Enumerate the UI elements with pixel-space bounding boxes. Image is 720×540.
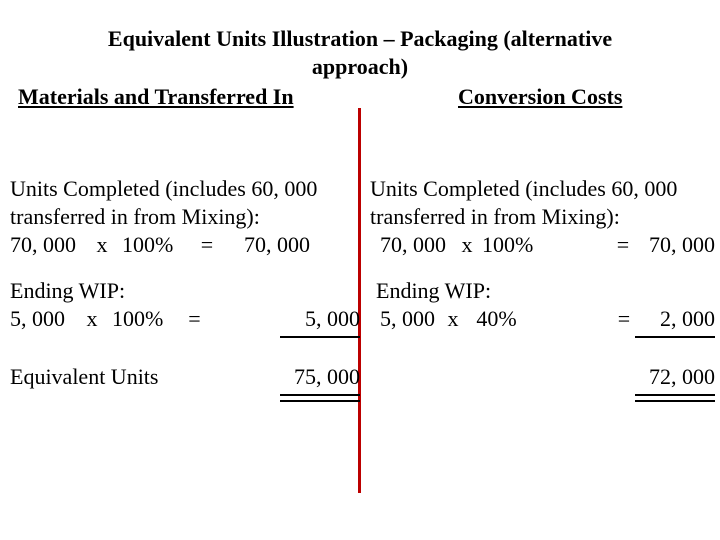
right-wip-calc: 5, 000 x 40% = 2, 000 [370, 306, 715, 342]
left-wip-eq: = [177, 306, 212, 332]
left-comp-units: 70, 000 [10, 232, 82, 258]
left-eq-total-wrap: 75, 000 [280, 364, 360, 402]
right-eq-total: 72, 000 [635, 364, 715, 390]
heading-left: Materials and Transferred In [10, 84, 363, 110]
right-column: Units Completed (includes 60, 000 transf… [370, 175, 715, 402]
right-wip-eq: = [613, 306, 635, 332]
title-line1: Equivalent Units Illustration – Packagin… [108, 26, 612, 51]
left-completed-calc: 70, 000 x 100% = 70, 000 [10, 232, 360, 258]
right-comp-result: 70, 000 [633, 232, 715, 258]
right-comp-units: 70, 000 [380, 232, 452, 258]
right-wip-result: 2, 000 [635, 306, 715, 332]
left-wip-units: 5, 000 [10, 306, 72, 332]
left-eq-row: Equivalent Units 75, 000 [10, 364, 360, 402]
right-completed-line1: Units Completed (includes 60, 000 [370, 176, 677, 201]
left-wip-result: 5, 000 [280, 306, 360, 332]
right-wip-units: 5, 000 [380, 306, 442, 332]
completed-text-right: Units Completed (includes 60, 000 transf… [370, 175, 715, 230]
left-column: Units Completed (includes 60, 000 transf… [10, 175, 360, 402]
right-wip-pct: 40% [464, 306, 529, 332]
left-eq-total: 75, 000 [280, 364, 360, 390]
right-comp-pct: 100% [482, 232, 540, 258]
left-wip-calc: 5, 000 x 100% = 5, 000 [10, 306, 360, 342]
left-comp-eq: = [182, 232, 232, 258]
single-rule-left [280, 336, 360, 338]
left-wip-label: Ending WIP: [10, 278, 360, 304]
left-wip-x: x [72, 306, 112, 332]
left-comp-x: x [82, 232, 122, 258]
right-eq-row: 72, 000 [370, 364, 715, 402]
right-completed-calc: 70, 000 x 100% = 70, 000 [370, 232, 715, 258]
single-rule-right [635, 336, 715, 338]
left-wip-pct: 100% [112, 306, 177, 332]
right-wip-label: Ending WIP: [370, 278, 715, 304]
title-line2: approach) [312, 54, 408, 79]
right-wip-result-wrap: 2, 000 [635, 306, 715, 342]
heading-right: Conversion Costs [363, 84, 710, 110]
completed-text-left: Units Completed (includes 60, 000 transf… [10, 175, 360, 230]
left-completed-line1: Units Completed (includes 60, 000 [10, 176, 317, 201]
right-comp-x: x [452, 232, 482, 258]
left-completed-line2: transferred in from Mixing): [10, 204, 260, 229]
right-comp-eq: = [613, 232, 633, 258]
right-completed-line2: transferred in from Mixing): [370, 204, 620, 229]
left-comp-result: 70, 000 [232, 232, 310, 258]
double-rule-right [635, 394, 715, 402]
double-rule-left [280, 394, 360, 402]
left-eq-label: Equivalent Units [10, 364, 212, 390]
right-wip-x: x [442, 306, 464, 332]
right-eq-total-wrap: 72, 000 [635, 364, 715, 402]
left-wip-result-wrap: 5, 000 [280, 306, 360, 342]
page: Equivalent Units Illustration – Packagin… [0, 0, 720, 540]
left-comp-pct: 100% [122, 232, 182, 258]
main-title: Equivalent Units Illustration – Packagin… [10, 25, 710, 80]
sub-headings: Materials and Transferred In Conversion … [10, 84, 710, 110]
